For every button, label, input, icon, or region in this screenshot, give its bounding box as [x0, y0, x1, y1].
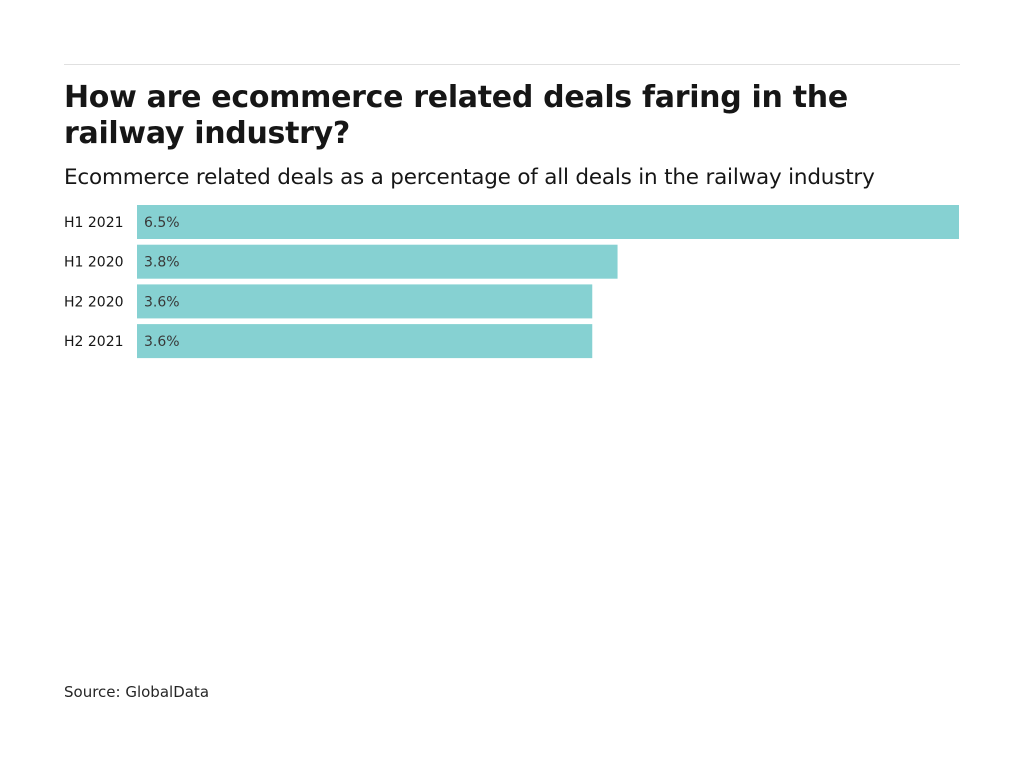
source-note: Source: GlobalData: [64, 683, 210, 701]
bar-row: H2 2021 3.6%: [64, 324, 593, 359]
bar-row: H2 2020 3.6%: [64, 284, 593, 319]
bar: [137, 244, 618, 279]
value-label: 3.6%: [144, 294, 180, 310]
chart-subtitle: Ecommerce related deals as a percentage …: [64, 165, 875, 190]
category-label: H1 2021: [64, 215, 124, 231]
category-label: H2 2021: [64, 334, 124, 350]
bar-row: H1 2020 3.8%: [64, 244, 618, 279]
value-label: 6.5%: [144, 215, 180, 231]
top-divider: [64, 64, 960, 65]
chart-title: How are ecommerce related deals faring i…: [64, 80, 848, 151]
category-label: H1 2020: [64, 255, 124, 271]
value-label: 3.8%: [144, 255, 180, 271]
bar-chart: H1 2021 6.5%H1 2020 3.8%H2 2020 3.6%H2 2021…: [64, 205, 959, 359]
bar-row: H1 2021 6.5%: [64, 205, 959, 239]
bar: [137, 284, 593, 319]
bars-group: H1 2021 6.5%H1 2020 3.8%H2 2020 3.6%H2 2021…: [64, 205, 959, 359]
category-label: H2 2020: [64, 294, 124, 310]
bar: [137, 205, 959, 239]
value-label: 3.6%: [144, 334, 180, 350]
bar: [137, 324, 593, 359]
